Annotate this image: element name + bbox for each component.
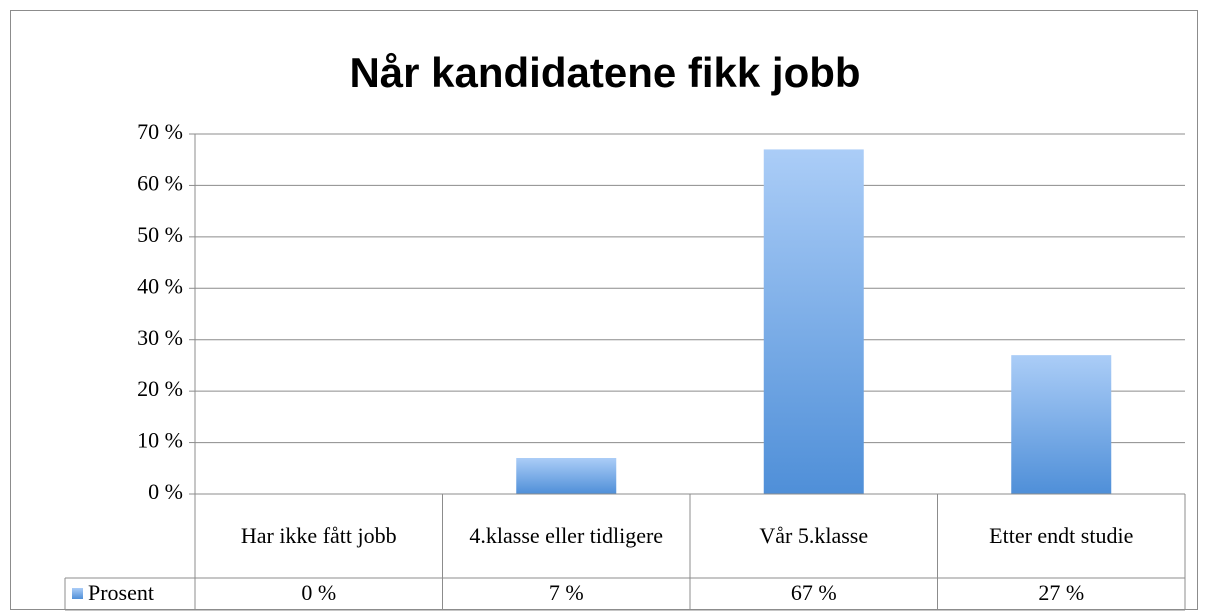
y-tick-label: 60 %	[137, 170, 183, 195]
value-label: 27 %	[1038, 580, 1084, 605]
legend-swatch	[72, 588, 83, 599]
category-cell: Etter endt studie	[989, 523, 1134, 548]
x-tick-label: Vår 5.klasse	[759, 523, 869, 548]
value-label: 7 %	[549, 580, 584, 605]
y-tick-label: 20 %	[137, 376, 183, 401]
category-cell: Vår 5.klasse	[759, 523, 869, 548]
legend-label: Prosent	[88, 580, 154, 605]
y-tick-label: 70 %	[137, 119, 183, 144]
bar	[763, 149, 864, 494]
bar	[516, 458, 617, 494]
x-tick-label: Etter endt studie	[989, 523, 1134, 548]
chart-title: Når kandidatene fikk jobb	[349, 49, 860, 96]
value-label: 0 %	[301, 580, 336, 605]
y-tick-label: 40 %	[137, 273, 183, 298]
bar	[1011, 355, 1112, 494]
chart-border	[10, 10, 1198, 610]
y-tick-label: 30 %	[137, 325, 183, 350]
y-tick-label: 10 %	[137, 428, 183, 453]
value-label: 67 %	[791, 580, 837, 605]
y-tick-label: 0 %	[148, 479, 183, 504]
x-tick-label: 4.klasse eller tidligere	[469, 523, 664, 548]
category-cell: 4.klasse eller tidligere	[469, 523, 664, 548]
y-tick-label: 50 %	[137, 222, 183, 247]
category-cell: Har ikke fått jobb	[240, 523, 397, 548]
x-tick-label: Har ikke fått jobb	[240, 523, 397, 548]
